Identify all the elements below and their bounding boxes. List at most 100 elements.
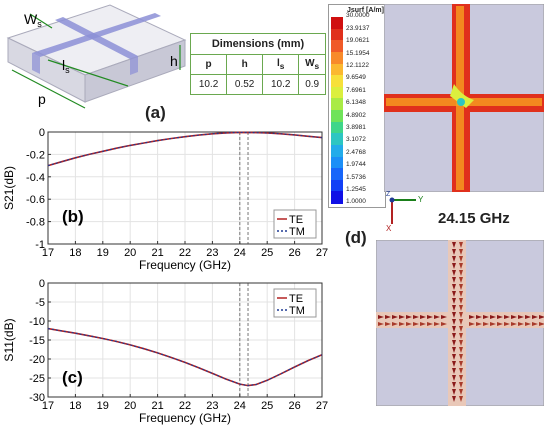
current-arrow [525,315,531,319]
current-arrow [459,382,463,388]
s11-chart: 17 18 19 20 21 22 23 24 25 26 27 0 -5 -10 -15 -20 -25 -30… [2,278,328,425]
x-tick-label: 26 [288,400,300,412]
colorbar-segment [331,121,343,135]
current-arrow [459,375,463,381]
colorbar-segment [331,51,343,65]
panel-label-d: (d) [345,228,367,247]
dim-value-ls: 10.2 [262,74,300,95]
current-arrow [452,284,456,290]
x-axis-label: Frequency (GHz) [139,411,231,425]
current-arrow [420,322,426,326]
x-tick-label: 23 [206,247,218,259]
cross-strip-b [32,13,161,57]
current-arrow [452,361,456,367]
current-arrow [459,326,463,332]
current-arrow [441,315,447,319]
current-arrow [483,322,489,326]
y-tick-label: -15 [29,335,45,347]
current-arrow [459,389,463,395]
x-tick-label: 25 [261,400,273,412]
x-tick-label: 19 [97,247,109,259]
colorbar-segment [331,63,343,77]
colorbar-segment [331,28,343,42]
current-peak-region [450,84,474,108]
x-axis-label: X [386,224,392,233]
current-arrow [469,315,475,319]
current-arrow [518,315,524,319]
y-tick-label: -30 [29,392,45,404]
colorbar-tick-label: 23.9137 [346,24,370,32]
current-arrows [378,242,544,402]
cross-strip-a [55,17,138,59]
current-arrow [413,315,419,319]
y-axis-label: S21(dB) [2,166,16,210]
current-arrow [452,249,456,255]
colorbar-gradient [331,17,343,204]
colorbar-segment [331,168,343,181]
colorbar-segment [331,144,343,158]
colorbar-title: Jsurf [A/m] [347,7,384,14]
current-arrow [452,375,456,381]
dim-header-ls: ls [262,54,300,75]
current-arrow [539,315,544,319]
label-ls: ls [62,57,70,75]
current-arrow [459,347,463,353]
dimensions-table: Dimensions (mm) p h ls Ws 10.2 0.52 10.2… [189,33,326,95]
current-arrow [459,277,463,283]
current-arrow [406,322,412,326]
colorbar-tick-label: 2.4768 [346,148,366,156]
legend-box [273,288,317,318]
dimensions-title: Dimensions (mm) [190,33,326,55]
current-arrow [452,312,456,318]
dim-value-p: 10.2 [189,74,228,95]
colorbar-tick-label: 30.0000 [346,12,370,20]
colorbar-segment [331,75,343,88]
current-arrow [459,319,463,325]
y-tick-label: -5 [35,297,45,309]
current-arrow [459,333,463,339]
colorbar-segment [331,86,343,100]
panel-label-a: (a) [145,103,166,122]
colorbar-tick-label: 6.1348 [346,99,366,107]
series-line-tm [47,131,323,167]
current-arrow [392,322,398,326]
surface-current-vector-map [376,240,544,406]
current-arrow [452,382,456,388]
x-tick-label: 27 [316,247,328,259]
z-axis-dot [389,197,395,203]
current-arrow [476,322,482,326]
colorbar-segment [331,156,343,170]
dim-value-ws: 0.9 [298,74,326,95]
dim-header-h: h [226,54,264,75]
colorbar-tick-label: 1.9744 [346,161,366,169]
current-arrow [452,256,456,262]
current-arrow [452,368,456,374]
current-arrow [452,333,456,339]
colorbar-segment [331,179,343,193]
colorbar-segment [331,133,343,146]
y-tick-label: -0.8 [26,217,45,229]
current-arrow [427,315,433,319]
current-arrow [532,322,538,326]
current-arrow [452,396,456,402]
current-arrow [452,326,456,332]
colorbar-tick-label: 4.8902 [346,111,366,119]
current-arrow [525,322,531,326]
colorbar-segment [331,110,343,123]
ws-arrow [29,13,53,29]
dim-header-p: p [189,54,228,75]
current-arrow [497,315,503,319]
label-p: p [38,91,46,107]
x-tick-label: 25 [261,247,273,259]
legend-entry: TM [289,226,305,238]
current-arrow [459,354,463,360]
current-arrow [385,315,391,319]
colorbar-segment [331,191,343,204]
current-arrow [459,263,463,269]
current-arrow [452,347,456,353]
current-arrow [378,315,384,319]
current-arrow [385,322,391,326]
colorbar-panel: Jsurf [A/m] 30.0000 23.9137 19.0621 15.1954… [328,4,386,208]
current-arrow [420,315,426,319]
current-arrow [490,315,496,319]
